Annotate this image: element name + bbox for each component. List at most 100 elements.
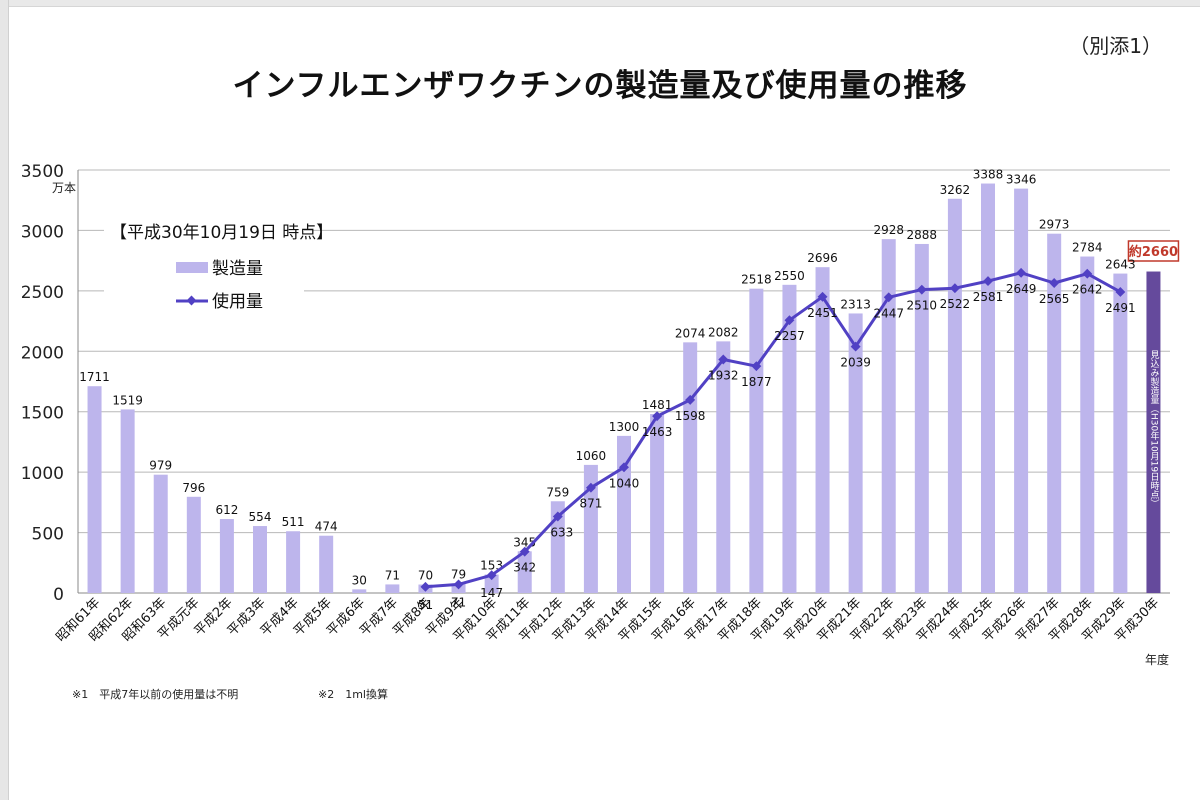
bar bbox=[848, 313, 863, 593]
bar-value-label: 1481 bbox=[642, 398, 673, 412]
bar-value-label: 2550 bbox=[774, 269, 805, 283]
usage-value-label: 71 bbox=[451, 595, 466, 609]
legend-line-marker bbox=[186, 295, 197, 306]
usage-point bbox=[718, 354, 729, 365]
bar-value-label: 2518 bbox=[741, 273, 772, 287]
bar bbox=[286, 531, 301, 593]
bar-value-label: 2973 bbox=[1039, 218, 1070, 232]
bar bbox=[385, 584, 400, 593]
usage-value-label: 1877 bbox=[741, 375, 772, 389]
usage-value-label: 2581 bbox=[973, 290, 1004, 304]
usage-value-label: 2257 bbox=[774, 329, 805, 343]
bar bbox=[782, 284, 797, 593]
legend-line-label: 使用量 bbox=[212, 291, 263, 312]
usage-value-label: 2510 bbox=[907, 299, 938, 313]
usage-point bbox=[453, 579, 464, 590]
bar bbox=[881, 239, 896, 593]
bar-value-label: 1711 bbox=[79, 370, 110, 384]
bar bbox=[1047, 233, 1062, 593]
usage-value-label: 633 bbox=[550, 525, 573, 539]
usage-value-label: 51 bbox=[418, 598, 433, 612]
estimate-bar bbox=[1146, 271, 1161, 593]
bar-value-label: 2784 bbox=[1072, 241, 1103, 255]
usage-point bbox=[585, 482, 596, 493]
usage-point bbox=[619, 462, 629, 473]
bar-value-label: 979 bbox=[149, 459, 172, 473]
bar-value-label: 2082 bbox=[708, 325, 739, 339]
bar bbox=[1014, 188, 1029, 593]
usage-value-label: 2649 bbox=[1006, 282, 1037, 296]
bar-value-label: 511 bbox=[282, 515, 305, 529]
y-tick-label: 0 bbox=[53, 585, 64, 605]
bar bbox=[253, 526, 267, 593]
bar bbox=[1080, 256, 1095, 593]
usage-value-label: 1932 bbox=[708, 369, 739, 383]
usage-point bbox=[552, 511, 563, 522]
usage-value-label: 2642 bbox=[1072, 283, 1103, 297]
bar bbox=[219, 519, 234, 593]
legend-bar-swatch bbox=[176, 262, 208, 273]
usage-point bbox=[1082, 268, 1093, 279]
bar bbox=[749, 288, 764, 593]
bar bbox=[517, 551, 532, 593]
bar bbox=[947, 198, 962, 594]
bar-value-label: 3346 bbox=[1006, 173, 1037, 187]
bar bbox=[617, 435, 631, 593]
bar-value-label: 153 bbox=[480, 559, 503, 573]
footnote-2: ※2 1ml換算 bbox=[318, 688, 388, 701]
bar bbox=[1113, 273, 1128, 593]
usage-point bbox=[1016, 267, 1027, 278]
usage-point bbox=[751, 361, 762, 372]
bar-value-label: 612 bbox=[215, 503, 238, 517]
attachment-label: （別添1） bbox=[1069, 34, 1162, 58]
usage-point bbox=[883, 292, 894, 303]
usage-value-label: 1598 bbox=[675, 409, 706, 423]
bar bbox=[87, 386, 102, 593]
bar-value-label: 796 bbox=[182, 481, 205, 495]
usage-point bbox=[1115, 286, 1126, 297]
bar-value-label: 79 bbox=[451, 567, 466, 581]
estimate-label-box bbox=[1127, 240, 1180, 262]
legend-bar-label: 製造量 bbox=[212, 259, 263, 279]
usage-value-label: 1040 bbox=[609, 476, 640, 490]
usage-value-label: 871 bbox=[579, 497, 602, 511]
usage-point bbox=[850, 341, 861, 352]
bar-value-label: 3388 bbox=[973, 168, 1004, 182]
bar bbox=[153, 474, 168, 593]
usage-line bbox=[425, 271, 1122, 589]
usage-value-label: 342 bbox=[513, 561, 536, 575]
y-tick-label: 2500 bbox=[21, 283, 64, 303]
usage-point bbox=[916, 284, 927, 295]
viewer-left-edge bbox=[0, 0, 9, 800]
usage-point bbox=[1049, 278, 1060, 288]
bar bbox=[650, 414, 665, 593]
footnote-1: ※1 平成7年以前の使用量は不明 bbox=[72, 688, 239, 701]
as-of-label: 【平成30年10月19日 時点】 bbox=[110, 223, 333, 243]
usage-point bbox=[486, 570, 497, 581]
bar bbox=[186, 496, 201, 593]
bar-value-label: 2643 bbox=[1105, 258, 1136, 272]
bar-value-label: 3262 bbox=[940, 183, 971, 197]
y-tick-label: 500 bbox=[32, 525, 64, 545]
bar bbox=[683, 342, 698, 593]
bar bbox=[914, 243, 929, 593]
usage-point bbox=[784, 315, 795, 326]
bar-value-label: 2696 bbox=[807, 251, 838, 265]
bar bbox=[716, 341, 731, 593]
usage-value-label: 1463 bbox=[642, 425, 673, 439]
bar-value-label: 554 bbox=[249, 510, 272, 524]
y-tick-label: 3000 bbox=[21, 222, 64, 242]
usage-point bbox=[652, 411, 663, 422]
y-tick-label: 3500 bbox=[21, 162, 64, 182]
bar bbox=[484, 574, 499, 593]
usage-value-label: 147 bbox=[480, 586, 503, 600]
bar bbox=[583, 464, 598, 593]
bar-value-label: 2928 bbox=[873, 223, 904, 237]
usage-value-label: 2447 bbox=[873, 306, 904, 320]
bar-value-label: 2313 bbox=[840, 297, 871, 311]
bar-value-label: 30 bbox=[352, 573, 367, 587]
usage-value-label: 2451 bbox=[807, 306, 838, 320]
bar-value-label: 1060 bbox=[576, 449, 607, 463]
y-tick-label: 1500 bbox=[21, 404, 64, 424]
